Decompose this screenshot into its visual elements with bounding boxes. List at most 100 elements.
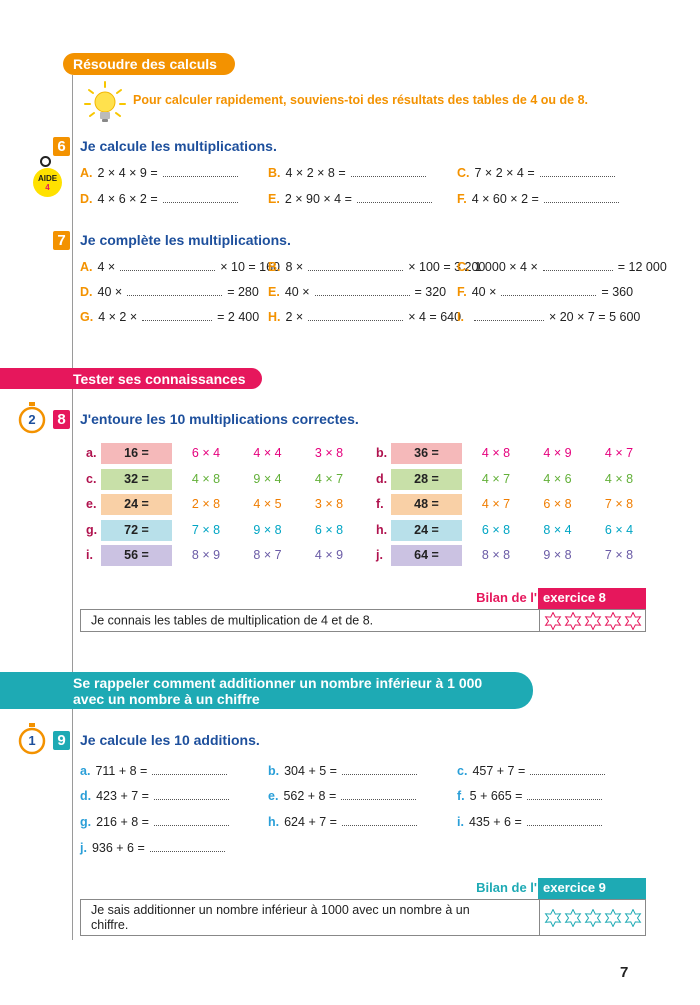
bilan-box: Je sais additionner un nombre inférieur … — [80, 899, 646, 936]
answer-cell[interactable]: 7 × 8 — [604, 548, 634, 562]
answer-cell[interactable]: 2 × 8 — [191, 497, 221, 511]
timer-level: 2 — [28, 412, 36, 427]
item: j. 936 + 6 = — [80, 840, 230, 856]
item-letter: j. — [80, 841, 87, 855]
answer-cell[interactable]: 8 × 4 — [543, 522, 572, 537]
exercise-number: 8 — [53, 410, 70, 429]
answer-cell[interactable]: 9 × 4 — [253, 471, 282, 486]
answer-cell[interactable]: 4 × 9 — [314, 548, 344, 562]
item-expression: 4 × — [97, 260, 116, 274]
stars-cell — [539, 900, 645, 935]
item-expression: 5 + 665 = — [469, 789, 523, 803]
answer-cell[interactable]: 8 × 9 — [191, 548, 221, 562]
answer-cell[interactable]: 4 × 8 — [191, 471, 221, 486]
item-letter: B. — [268, 260, 281, 274]
answer-cell[interactable]: 4 × 7 — [481, 471, 511, 486]
item-expression: 4 × 6 × 2 = — [97, 192, 158, 206]
item: E. 2 × 90 × 4 = — [268, 191, 437, 207]
answer-cell[interactable]: 6 × 4 — [604, 522, 634, 537]
row-letter: b. — [376, 446, 388, 460]
answer-cell[interactable]: 3 × 8 — [314, 497, 344, 511]
bilan-label: Bilan de l' — [476, 880, 537, 895]
answer-blank — [543, 192, 619, 203]
answer-cell[interactable]: 4 × 7 — [314, 471, 344, 486]
answer-blank — [527, 789, 603, 800]
timer-level: 1 — [28, 733, 36, 748]
answer-cell[interactable]: 6 × 8 — [481, 522, 511, 537]
item-result: = 2 400 — [217, 310, 260, 324]
margin-rule — [72, 75, 73, 940]
answer-blank — [542, 260, 613, 271]
target-cell: 28 = — [391, 468, 462, 490]
answer-blank — [530, 764, 606, 775]
target-cell: 56 = — [101, 545, 172, 566]
answer-blank — [152, 764, 228, 775]
answer-blank — [539, 166, 615, 177]
item-expression: 423 + 7 = — [96, 789, 149, 803]
item-letter: D. — [80, 192, 93, 206]
row-letter: j. — [376, 548, 383, 562]
banner-line: avec un nombre à un chiffre — [73, 690, 260, 707]
answer-cell[interactable]: 4 × 8 — [481, 446, 511, 460]
page-number: 7 — [620, 964, 629, 981]
item: D. 4 × 6 × 2 = — [80, 191, 243, 207]
row-letter: e. — [86, 497, 97, 511]
answer-cell[interactable]: 4 × 5 — [253, 497, 282, 511]
answer-cell[interactable]: 4 × 7 — [481, 497, 511, 511]
item-expression: 4 × 60 × 2 = — [471, 192, 539, 206]
bilan-label: exercice 9 — [538, 878, 646, 899]
item-letter: A. — [80, 166, 93, 180]
help-badge[interactable]: AIDE 4 — [33, 168, 62, 197]
answer-cell[interactable]: 4 × 8 — [604, 471, 634, 486]
bilan-text: Je sais additionner un nombre inférieur … — [91, 902, 470, 932]
answer-blank — [341, 815, 417, 826]
item-result: × 10 = 160 — [220, 260, 281, 274]
answer-cell[interactable]: 4 × 6 — [543, 471, 572, 486]
answer-blank — [314, 285, 410, 296]
item-letter: C. — [457, 260, 470, 274]
answer-cell[interactable]: 9 × 8 — [253, 522, 282, 537]
rating-stars[interactable] — [543, 908, 643, 927]
answer-cell[interactable]: 6 × 8 — [314, 522, 344, 537]
item-result: × 100 = 3 200 — [408, 260, 486, 274]
answer-cell[interactable]: 7 × 8 — [604, 497, 634, 511]
answer-cell[interactable]: 6 × 8 — [543, 497, 572, 511]
item: c. 457 + 7 = — [457, 763, 610, 779]
answer-cell[interactable]: 4 × 9 — [543, 446, 572, 460]
banner-line: Résoudre des calculs — [73, 56, 217, 72]
answer-cell[interactable]: 7 × 8 — [191, 522, 221, 537]
answer-blank — [142, 310, 213, 321]
item-letter: g. — [80, 815, 92, 829]
answer-blank — [341, 789, 417, 800]
bilan-label: exercice 8 — [538, 588, 646, 609]
answer-cell[interactable]: 8 × 8 — [481, 548, 511, 562]
answer-blank — [526, 815, 602, 826]
answer-cell[interactable]: 6 × 4 — [191, 446, 221, 460]
item-expression: 711 + 8 = — [95, 764, 148, 778]
answer-cell[interactable]: 4 × 7 — [604, 446, 634, 460]
answer-blank — [153, 815, 229, 826]
item-expression: 304 + 5 = — [284, 764, 337, 778]
item: G. 4 × 2 × = 2 400 — [80, 309, 259, 325]
item-letter: H. — [268, 310, 281, 324]
item-expression: 4 × 2 × — [98, 310, 138, 324]
tip-text: Pour calculer rapidement, souviens-toi d… — [133, 93, 589, 107]
answer-cell[interactable]: 4 × 4 — [253, 446, 282, 460]
rating-stars[interactable] — [543, 611, 643, 630]
magnifier-icon — [40, 156, 51, 167]
answer-cell[interactable]: 3 × 8 — [314, 446, 344, 460]
answer-cell[interactable]: 9 × 8 — [543, 548, 572, 562]
target-cell: 16 = — [101, 443, 172, 464]
item-letter: d. — [80, 789, 92, 803]
item: b. 304 + 5 = — [268, 763, 422, 779]
item-expression: 936 + 6 = — [91, 841, 145, 855]
item-expression: 2 × 4 × 9 = — [97, 166, 158, 180]
item: F. 40 × = 360 — [457, 284, 633, 300]
item-result: = 360 — [601, 285, 634, 299]
bilan-text: Je connais les tables de multiplication … — [91, 613, 374, 627]
item-letter: I. — [457, 310, 464, 324]
target-cell: 72 = — [101, 519, 172, 541]
exercise-number: 6 — [53, 137, 70, 156]
item-letter: G. — [80, 310, 94, 324]
answer-cell[interactable]: 8 × 7 — [253, 548, 282, 562]
